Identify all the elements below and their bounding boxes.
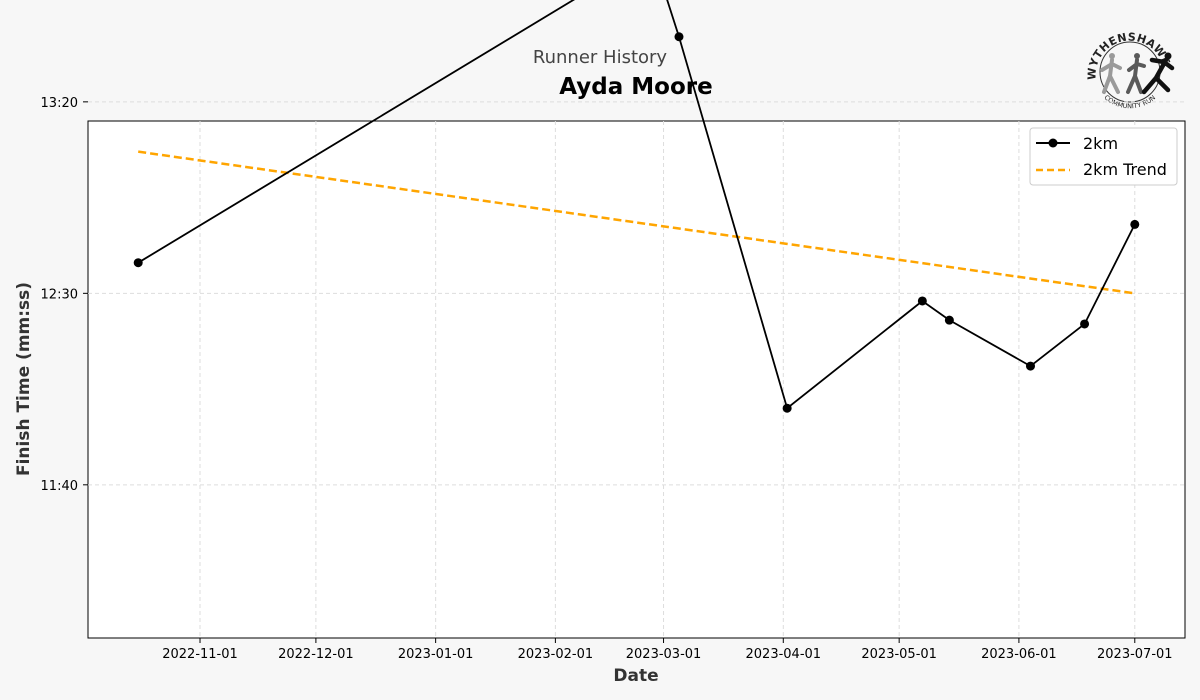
- grid-lines: [88, 101, 1185, 638]
- x-tick-label: 2023-01-01: [398, 647, 474, 662]
- legend: 2km 2km Trend: [1029, 127, 1178, 186]
- data-point: [1130, 219, 1140, 229]
- y-tick-label: 11:40: [41, 479, 78, 494]
- legend-label-2km: 2km: [1083, 134, 1118, 153]
- sup-title: Runner History: [533, 47, 668, 68]
- x-tick-label: 2022-12-01: [278, 647, 354, 662]
- data-point: [782, 403, 792, 413]
- x-tick-label: 2023-03-01: [626, 647, 702, 662]
- tick-layer: 2022-11-01 2022-12-01 2023-01-01 2023-02-01…: [41, 96, 1173, 662]
- series-layer: [133, 0, 1140, 413]
- y-tick-label: 12:30: [41, 287, 78, 302]
- runner-figures-icon: [1100, 52, 1175, 95]
- data-point: [133, 258, 143, 268]
- club-logo: WYTHENSHAWE COMMUNITY RUN: [1085, 30, 1175, 110]
- x-tick-label: 2023-06-01: [981, 647, 1057, 662]
- chart-title: Ayda Moore: [559, 74, 712, 100]
- data-point: [674, 32, 684, 42]
- plot-area: [87, 120, 1186, 639]
- data-point: [1080, 319, 1090, 329]
- x-tick-label: 2023-05-01: [861, 647, 937, 662]
- x-tick-label: 2023-04-01: [746, 647, 822, 662]
- x-tick-label: 2023-02-01: [518, 647, 594, 662]
- data-point: [1025, 361, 1035, 371]
- x-axis-label: Date: [613, 666, 658, 686]
- legend-label-trend: 2km Trend: [1083, 160, 1167, 179]
- y-axis-label: Finish Time (mm:ss): [14, 282, 34, 476]
- y-tick-label: 13:20: [41, 96, 78, 111]
- x-tick-label: 2022-11-01: [162, 647, 238, 662]
- legend-marker-2km: [1048, 138, 1058, 148]
- x-tick-label: 2023-07-01: [1097, 647, 1173, 662]
- data-point: [944, 315, 954, 325]
- data-point: [917, 296, 927, 306]
